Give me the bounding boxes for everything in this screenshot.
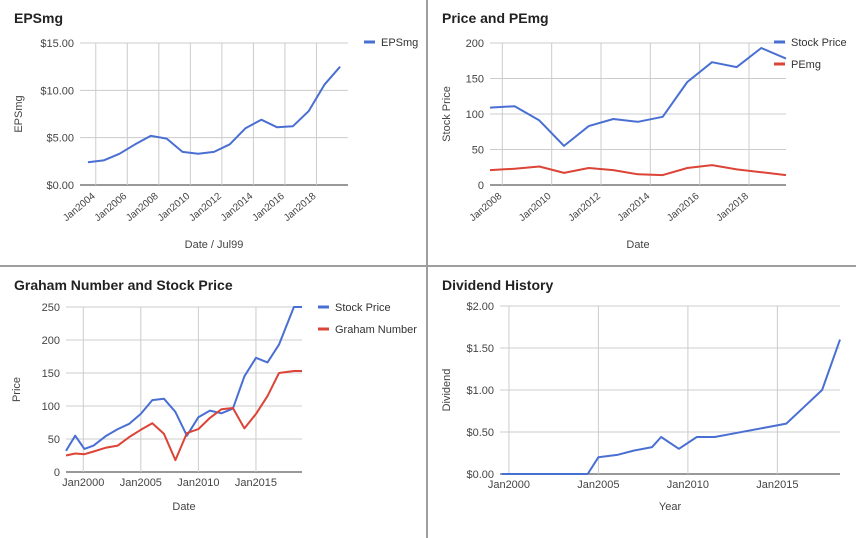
x-tick-label: Jan2016 (250, 191, 287, 224)
y-tick-label: 0 (478, 180, 484, 192)
series-line (87, 66, 341, 164)
x-tick-label: Jan2010 (177, 477, 219, 489)
legend-label: Stock Price (791, 37, 847, 49)
y-tick-label: 100 (466, 109, 484, 121)
series-line (65, 370, 302, 462)
legend-label: Graham Number (335, 324, 417, 336)
y-tick-label: 100 (42, 401, 60, 413)
x-tick-label: Jan2010 (517, 191, 554, 224)
series-line (489, 164, 787, 177)
x-tick-label: Jan2000 (62, 477, 104, 489)
series-line (501, 339, 841, 475)
y-tick-label: $1.50 (466, 343, 494, 355)
x-tick-label: Jan2014 (219, 191, 256, 224)
y-tick-label: 0 (54, 467, 60, 479)
y-tick-label: $10.00 (40, 85, 74, 97)
x-tick-label: Jan2018 (714, 191, 751, 224)
legend-label: PEmg (791, 59, 821, 71)
chart-svg: 0 50 100 150 200 250 Jan2000 Jan2005 Jan2010 Jan2… (11, 302, 417, 513)
y-tick-label: 200 (42, 335, 60, 347)
chart-svg: 0 50 100 150 200 Jan2008 Jan2010 Jan2012 Jan2014… (441, 37, 847, 251)
chart-panel-dividend-history: Dividend History $0.00 $0.50 $1.00 $1.50 $2.… (428, 267, 856, 538)
x-tick-label: Jan2016 (665, 191, 702, 224)
x-tick-label: Jan2012 (187, 191, 224, 224)
x-tick-label: Jan2010 (667, 479, 709, 491)
x-tick-label: Jan2004 (61, 191, 98, 224)
chart-svg: $0.00$5.00$10.00$15.00Jan2004Jan2006Jan2… (13, 37, 418, 251)
y-tick-label: $15.00 (40, 38, 74, 50)
y-tick-label: $0.00 (46, 180, 74, 192)
x-tick-label: Jan2006 (93, 191, 130, 224)
chart-svg: $0.00 $0.50 $1.00 $1.50 $2.00 Jan2000 Jan2005 J… (441, 301, 841, 513)
x-tick-label: Jan2014 (616, 191, 653, 224)
chart-title: Price and PEmg (442, 10, 549, 26)
y-tick-label: 50 (48, 434, 60, 446)
y-tick-label: 50 (472, 145, 484, 157)
chart-panel-graham-number: Graham Number and Stock Price 0 50 100 150 2… (0, 267, 426, 538)
x-axis-title: Date (172, 501, 195, 513)
x-tick-label: Jan2008 (124, 191, 161, 224)
x-tick-label: Jan2000 (488, 479, 530, 491)
chart-panel-price-pemg: Price and PEmg 0 50 100 150 200 Jan2008 Jan201… (428, 0, 856, 265)
y-tick-label: $1.00 (466, 385, 494, 397)
y-axis-title: Price (11, 377, 23, 402)
y-axis-title: Dividend (441, 369, 453, 412)
x-axis-title: Year (659, 501, 682, 513)
y-tick-label: $2.00 (466, 301, 494, 313)
y-tick-label: 150 (42, 368, 60, 380)
x-tick-label: Jan2010 (156, 191, 193, 224)
x-tick-label: Jan2005 (120, 477, 162, 489)
x-axis-title: Date (626, 239, 649, 251)
vertical-divider (426, 0, 428, 538)
x-tick-label: Jan2018 (282, 191, 319, 224)
y-tick-label: $5.00 (46, 133, 74, 145)
series-line (65, 306, 302, 452)
x-tick-label: Jan2015 (235, 477, 277, 489)
y-tick-label: 250 (42, 302, 60, 314)
y-tick-label: $0.00 (466, 469, 494, 481)
horizontal-divider (0, 265, 856, 267)
chart-panel-epsmg: EPSmg $0.00 $5.00 $10.00 $15.00 Jan2004 Jan20… (0, 0, 426, 265)
y-tick-label: $0.50 (466, 427, 494, 439)
series-line (489, 47, 787, 147)
legend-label: EPSmg (381, 37, 418, 49)
chart-title: EPSmg (14, 10, 64, 26)
y-axis-title: Stock Price (441, 86, 453, 142)
legend-label: Stock Price (335, 302, 391, 314)
x-axis-title: Date / Jul99 (185, 239, 244, 251)
chart-title: Dividend History (442, 277, 554, 293)
x-tick-label: Jan2008 (468, 191, 505, 224)
y-tick-label: 200 (466, 38, 484, 50)
y-tick-label: 150 (466, 74, 484, 86)
x-tick-label: Jan2012 (566, 191, 603, 224)
x-tick-label: Jan2005 (577, 479, 619, 491)
y-axis-title: EPSmg (13, 95, 25, 132)
x-tick-label: Jan2015 (756, 479, 798, 491)
chart-title: Graham Number and Stock Price (14, 277, 233, 293)
